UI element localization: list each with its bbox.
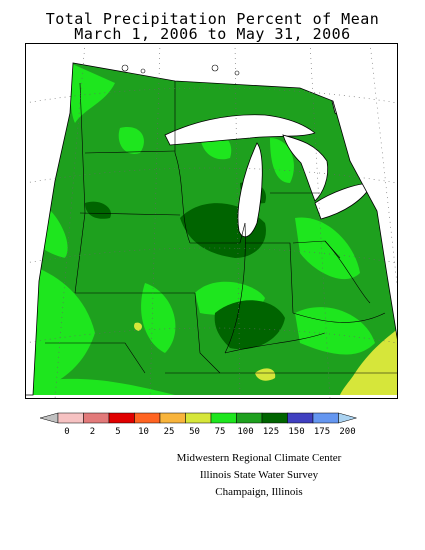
legend-swatch: [210, 412, 237, 424]
credit-survey: Illinois State Water Survey: [199, 469, 319, 481]
legend-label: 2: [90, 427, 95, 437]
state-boundaries: [45, 81, 398, 374]
legend-label: 75: [215, 427, 226, 437]
legend-swatch: [83, 412, 110, 424]
legend-label: 100: [237, 427, 253, 437]
legend-label: 175: [314, 427, 330, 437]
legend-swatch: [159, 412, 186, 424]
legend-label: 5: [115, 427, 120, 437]
legend-label: 10: [138, 427, 149, 437]
legend-label: 150: [288, 427, 304, 437]
legend-label: 200: [339, 427, 355, 437]
map-date-range: March 1, 2006 to May 31, 2006: [74, 25, 351, 43]
legend-swatch: [57, 412, 84, 424]
color-legend: 0 2 5 10 25 50 75 100 125 150 175 200: [40, 412, 358, 437]
precip-field: [33, 63, 398, 395]
no-data-area: [25, 43, 398, 396]
legend-label: 25: [164, 427, 175, 437]
legend-swatch: [236, 412, 263, 424]
precipitation-map: [25, 43, 398, 399]
legend-swatch: [287, 412, 314, 424]
legend-swatch: [338, 412, 358, 424]
legend-swatch: [312, 412, 339, 424]
legend-swatch: [108, 412, 135, 424]
credit-location: Champaign, Illinois: [215, 486, 303, 498]
legend-label: 0: [64, 427, 69, 437]
legend-swatch: [261, 412, 288, 424]
map-title: Total Precipitation Percent of Mean: [45, 10, 380, 28]
legend-swatch: [185, 412, 212, 424]
legend-label: 125: [263, 427, 279, 437]
legend-swatch: [134, 412, 161, 424]
graticule: [25, 43, 398, 399]
legend-swatch: [40, 412, 59, 424]
legend-label: 50: [189, 427, 200, 437]
credit-institution: Midwestern Regional Climate Center: [176, 452, 342, 464]
